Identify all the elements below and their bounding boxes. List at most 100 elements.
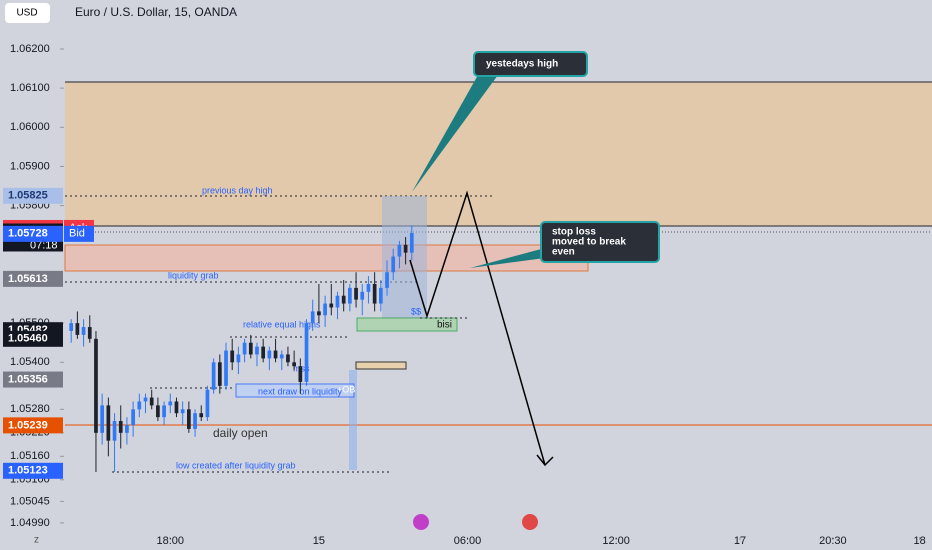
y-tick-label: 1.06100 bbox=[10, 82, 50, 94]
y-tick-label: 1.05900 bbox=[10, 160, 50, 172]
callout-text: even bbox=[552, 247, 575, 258]
candle-body bbox=[335, 295, 340, 308]
price-marker bbox=[3, 187, 63, 204]
callout-text: moved to break bbox=[552, 237, 626, 248]
callout-pointer bbox=[470, 248, 545, 268]
price-marker bbox=[3, 225, 63, 242]
annotation: liquidity grab bbox=[168, 270, 219, 280]
y-tick-label: 1.06200 bbox=[10, 43, 50, 55]
projection-path bbox=[409, 190, 546, 466]
candle-body bbox=[75, 323, 80, 335]
corner-label: z bbox=[34, 535, 39, 546]
annotation: relative equal highs bbox=[243, 319, 321, 329]
candle-body bbox=[403, 244, 408, 253]
annotation: low created after liquidity grab bbox=[176, 460, 296, 470]
annotation: daily open bbox=[213, 426, 268, 440]
trade-box bbox=[382, 196, 427, 318]
x-tick-label: 18 bbox=[913, 535, 925, 547]
candle-body bbox=[81, 327, 86, 335]
annotation: bisi bbox=[437, 320, 452, 331]
event-icon bbox=[413, 514, 429, 530]
price-marker-label: 1.05613 bbox=[8, 273, 48, 285]
candle-body bbox=[125, 424, 129, 433]
candle-body bbox=[391, 256, 396, 273]
annotation: $$ bbox=[411, 306, 421, 316]
candle-body bbox=[143, 397, 148, 402]
candle-body bbox=[205, 389, 210, 418]
candle-body bbox=[193, 413, 197, 429]
candle-body bbox=[174, 401, 179, 414]
y-tick-label: 1.05280 bbox=[10, 403, 50, 415]
price-marker-label: 1.05825 bbox=[8, 190, 48, 202]
price-marker bbox=[3, 270, 63, 287]
candle-body bbox=[397, 244, 402, 257]
candle-body bbox=[149, 397, 154, 406]
candle-body bbox=[372, 283, 377, 304]
candle-body bbox=[255, 346, 259, 355]
currency-button[interactable] bbox=[5, 3, 50, 23]
candle-body bbox=[236, 354, 241, 363]
y-tick-label: 1.06000 bbox=[10, 121, 50, 133]
candle-body bbox=[354, 287, 358, 300]
price-marker bbox=[3, 462, 63, 479]
candle-body bbox=[317, 311, 321, 316]
price-tag-label: Bid bbox=[69, 228, 85, 240]
ob-box bbox=[355, 361, 407, 370]
candle-body bbox=[273, 350, 278, 359]
callout-pointer bbox=[412, 75, 498, 192]
candle-body bbox=[323, 303, 327, 316]
premium-zone bbox=[65, 82, 932, 226]
candle-body bbox=[118, 421, 123, 433]
candle-body bbox=[267, 350, 272, 359]
price-tag bbox=[64, 225, 94, 242]
candle-body bbox=[186, 409, 191, 429]
order-block bbox=[64, 244, 589, 272]
price-marker bbox=[3, 417, 63, 434]
annotation: previous day high bbox=[202, 185, 273, 195]
candle-body bbox=[329, 303, 334, 308]
candle-body bbox=[230, 350, 235, 363]
price-marker-label: 1.05123 bbox=[8, 465, 48, 477]
candle-body bbox=[162, 405, 166, 418]
price-marker-label: 1.05356 bbox=[8, 373, 48, 385]
candle-body bbox=[69, 323, 74, 331]
countdown bbox=[3, 239, 63, 252]
candle-body bbox=[248, 342, 253, 355]
x-tick-label: 12:00 bbox=[602, 535, 630, 547]
candle-body bbox=[168, 401, 173, 406]
candle-body bbox=[385, 272, 389, 288]
symbol-title: Euro / U.S. Dollar, 15, OANDA bbox=[75, 5, 237, 19]
x-tick-label: 06:00 bbox=[454, 535, 482, 547]
candle-body bbox=[378, 287, 383, 304]
liquidity-sweep bbox=[349, 370, 357, 470]
candle-body bbox=[217, 362, 222, 386]
price-marker-label: 1.05728 bbox=[8, 228, 48, 240]
currency-button-label[interactable]: USD bbox=[16, 8, 37, 19]
candle-body bbox=[180, 409, 185, 414]
candle-body bbox=[310, 311, 315, 324]
candle-body bbox=[279, 354, 284, 359]
x-tick-label: 15 bbox=[313, 535, 325, 547]
candle-body bbox=[137, 401, 142, 410]
candle-body bbox=[112, 421, 117, 441]
event-icon bbox=[522, 514, 538, 530]
candle-body bbox=[298, 366, 303, 382]
y-tick-label: 1.05400 bbox=[10, 356, 50, 368]
candle-body bbox=[211, 362, 216, 390]
callout-text: yestedays high bbox=[486, 59, 558, 70]
x-tick-label: 17 bbox=[734, 535, 746, 547]
y-tick-label: 1.05160 bbox=[10, 450, 50, 462]
candle-body bbox=[100, 405, 105, 433]
candle-body bbox=[156, 405, 160, 418]
candle-body bbox=[106, 405, 111, 441]
projection-arrow bbox=[536, 454, 554, 467]
bisi-box bbox=[356, 317, 458, 332]
x-tick-label: 18:00 bbox=[157, 535, 185, 547]
price-marker-label: 1.05460 bbox=[8, 333, 48, 345]
candle-body bbox=[366, 283, 371, 292]
candle-body bbox=[131, 409, 135, 425]
x-tick-label: 20:30 bbox=[819, 535, 847, 547]
callout-box bbox=[540, 221, 660, 263]
